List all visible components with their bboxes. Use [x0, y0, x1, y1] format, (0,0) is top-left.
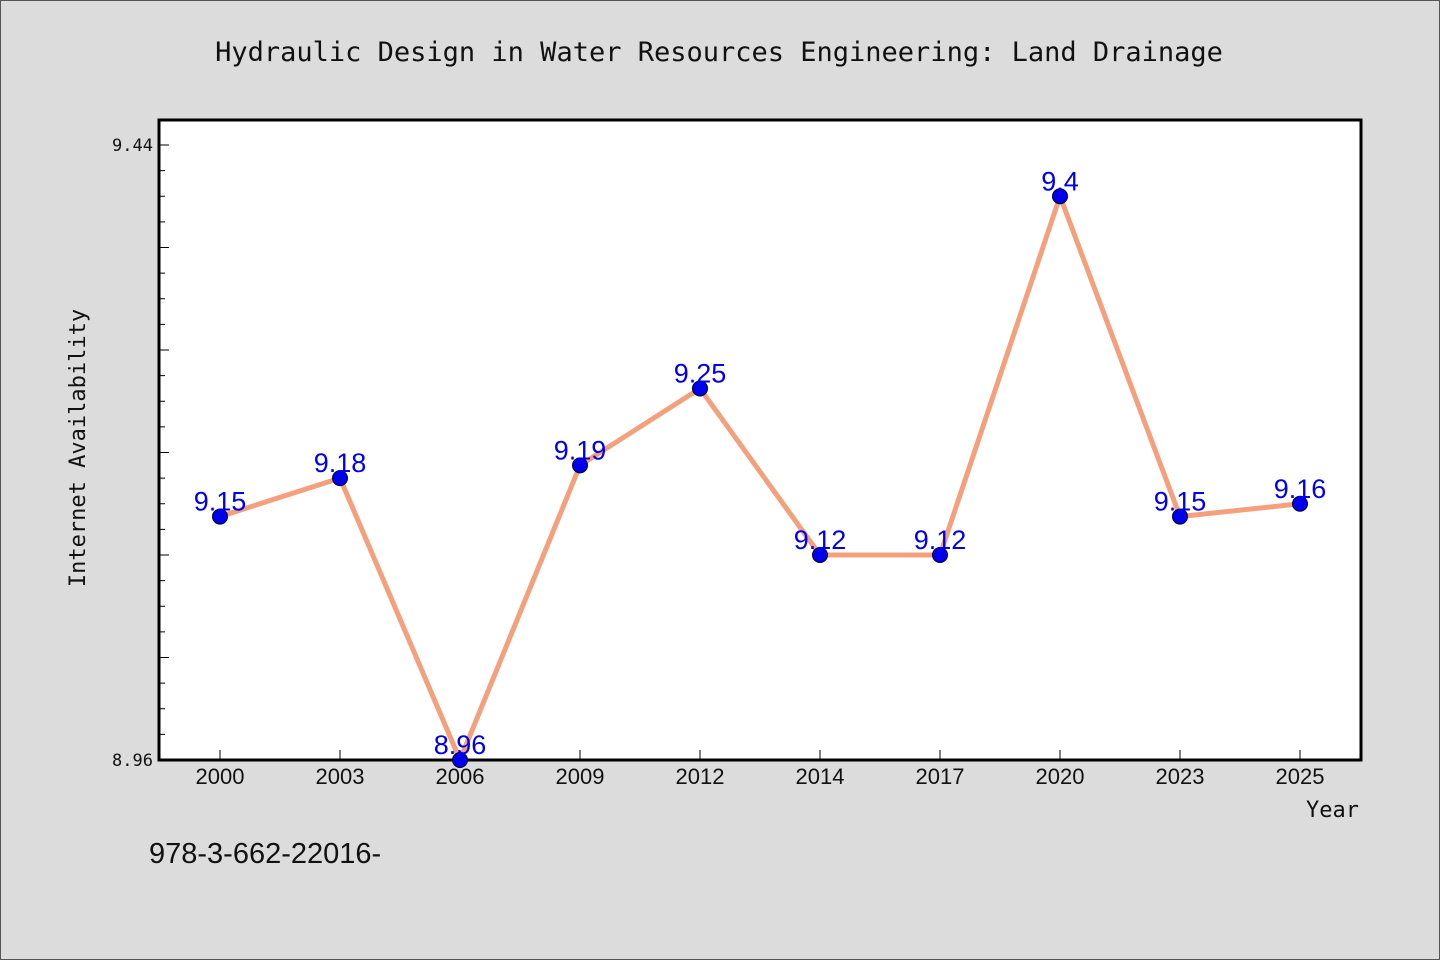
x-tick-label: 2025 [1276, 764, 1325, 789]
data-point [1172, 508, 1188, 525]
x-tick-label: 2009 [556, 764, 605, 789]
data-label: 9.18 [314, 448, 367, 478]
plot-area [157, 118, 1363, 762]
data-point [572, 457, 588, 474]
series-layer [212, 188, 1308, 768]
x-axis-label: Year [1306, 798, 1359, 823]
data-point [932, 547, 948, 563]
y-axis-label: Internet Availability [66, 309, 91, 587]
data-label: 9.19 [554, 435, 607, 465]
data-point [1292, 495, 1308, 512]
y-tick-label: 8.96 [112, 751, 153, 771]
x-tick-label: 2006 [436, 764, 485, 789]
data-label: 9.12 [794, 525, 847, 555]
data-point [692, 380, 708, 397]
data-point [452, 752, 468, 768]
x-tick-label: 2012 [676, 764, 725, 789]
y-tick-label: 9.44 [112, 136, 153, 156]
x-tick-label: 2017 [916, 764, 965, 789]
data-label: 9.15 [194, 487, 247, 517]
x-tick-label: 2000 [196, 764, 245, 789]
footnote-isbn: 978-3-662-22016- [149, 838, 381, 870]
y-axis: 8.96 9.44 [112, 136, 169, 771]
data-point [212, 508, 228, 525]
x-tick-label: 2014 [796, 764, 845, 789]
data-label: 9.16 [1274, 474, 1327, 504]
data-label: 9.25 [674, 358, 727, 388]
data-label: 9.12 [914, 525, 967, 555]
x-tick-label: 2003 [316, 764, 365, 789]
data-labels-layer: 9.15 9.18 8.96 9.19 9.25 9.12 9.12 9.4 9.15 9.16 [194, 166, 1327, 760]
x-tick-label: 2020 [1036, 764, 1085, 789]
data-label: 9.15 [1154, 487, 1207, 517]
chart-title: Hydraulic Design in Water Resources Engi… [215, 37, 1223, 68]
data-label: 9.4 [1041, 166, 1079, 196]
data-point [1052, 188, 1068, 205]
data-point [332, 470, 348, 487]
series-line [219, 193, 1301, 763]
x-tick-label: 2023 [1156, 764, 1205, 789]
data-point [812, 547, 828, 563]
x-axis: 2000 2003 2006 2009 2012 2014 2017 2020 2023 2025 [196, 750, 1325, 789]
data-label: 8.96 [434, 730, 487, 760]
